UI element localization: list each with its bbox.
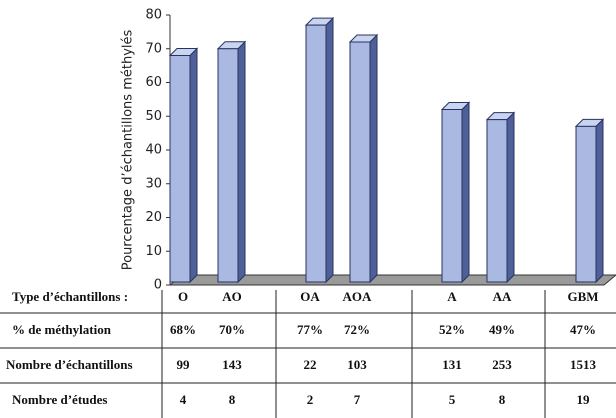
table-cell: 2 xyxy=(307,392,314,407)
table-cell: 143 xyxy=(222,357,242,372)
table-cell: 99 xyxy=(177,357,191,372)
bar xyxy=(217,48,239,283)
table-row-label: Nombre d’études xyxy=(12,392,107,407)
bar-side xyxy=(595,118,604,284)
bar-side xyxy=(369,33,378,284)
x-tick-label: A xyxy=(447,289,457,304)
value-label: 47% xyxy=(570,322,596,337)
bar-side xyxy=(237,40,246,284)
x-tick-label: AA xyxy=(493,289,512,304)
y-tick-label: 20 xyxy=(145,210,162,225)
value-label: 77% xyxy=(297,322,323,337)
bar-side xyxy=(189,47,198,284)
value-label: 68% xyxy=(170,322,196,337)
table-cell: 7 xyxy=(354,392,361,407)
y-tick-label: 60 xyxy=(145,75,162,90)
y-axis-label: Pourcentage d’échantillons méthylés xyxy=(121,30,136,271)
category-row-label: Type d’échantillons : xyxy=(12,289,128,304)
table-row-label: Nombre d’échantillons xyxy=(6,357,133,372)
table-cell: 103 xyxy=(347,357,367,372)
value-label: 72% xyxy=(344,322,370,337)
bar xyxy=(441,109,463,283)
value-label: 70% xyxy=(219,322,245,337)
table-cell: 1513 xyxy=(570,357,597,372)
bar xyxy=(486,119,508,283)
bar xyxy=(575,125,597,283)
bar xyxy=(169,55,191,283)
table-cell: 4 xyxy=(180,392,187,407)
x-tick-label: O xyxy=(178,289,188,304)
table-cell: 131 xyxy=(442,357,462,372)
x-tick-label: GBM xyxy=(567,289,598,304)
y-tick-label: 10 xyxy=(145,244,162,259)
table-lines xyxy=(0,290,616,418)
value-label: 52% xyxy=(439,322,465,337)
bar xyxy=(349,41,371,283)
table-cell: 5 xyxy=(449,392,456,407)
table-cell: 8 xyxy=(229,392,236,407)
y-tick-label: 0 xyxy=(154,278,162,293)
bar-side xyxy=(325,16,334,284)
table-cell: 253 xyxy=(492,357,512,372)
x-tick-label: AOA xyxy=(343,289,373,304)
table-cell: 19 xyxy=(577,392,591,407)
bar-side xyxy=(506,111,515,284)
y-tick-label: 80 xyxy=(145,8,162,23)
y-tick-label: 50 xyxy=(145,109,162,124)
bar-side xyxy=(461,101,470,284)
x-tick-label: AO xyxy=(222,289,242,304)
table-cell: 22 xyxy=(304,357,317,372)
x-tick-label: OA xyxy=(300,289,320,304)
y-tick-label: 30 xyxy=(145,176,162,191)
bar xyxy=(305,24,327,283)
value-label: 49% xyxy=(489,322,515,337)
value-row-label: % de méthylation xyxy=(12,322,112,337)
table-cell: 8 xyxy=(499,392,506,407)
y-tick-label: 70 xyxy=(145,41,162,56)
y-tick-label: 40 xyxy=(145,143,162,158)
